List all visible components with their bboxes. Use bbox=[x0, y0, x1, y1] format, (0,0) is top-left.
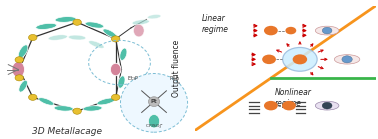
Text: $\mathsf{Et_3P}$: $\mathsf{Et_3P}$ bbox=[127, 74, 139, 83]
Ellipse shape bbox=[12, 61, 25, 78]
Circle shape bbox=[112, 94, 120, 100]
Circle shape bbox=[322, 27, 332, 34]
Circle shape bbox=[285, 27, 296, 34]
Circle shape bbox=[264, 101, 278, 110]
Ellipse shape bbox=[110, 63, 121, 76]
Ellipse shape bbox=[39, 98, 54, 105]
Ellipse shape bbox=[132, 20, 149, 25]
Text: $\mathsf{PEt_3}$: $\mathsf{PEt_3}$ bbox=[169, 74, 181, 83]
Ellipse shape bbox=[48, 35, 67, 40]
Ellipse shape bbox=[103, 29, 117, 38]
Ellipse shape bbox=[133, 24, 144, 37]
Circle shape bbox=[121, 74, 187, 132]
Text: Nonlinear
regime: Nonlinear regime bbox=[274, 88, 311, 108]
Circle shape bbox=[322, 102, 332, 109]
Ellipse shape bbox=[315, 101, 339, 110]
Circle shape bbox=[15, 75, 23, 81]
Ellipse shape bbox=[120, 48, 127, 60]
Ellipse shape bbox=[149, 115, 160, 128]
Circle shape bbox=[73, 19, 81, 25]
Circle shape bbox=[28, 34, 37, 41]
Text: 3D Metallacage: 3D Metallacage bbox=[33, 127, 102, 136]
Circle shape bbox=[283, 48, 317, 71]
Circle shape bbox=[282, 101, 296, 110]
Circle shape bbox=[28, 94, 37, 100]
Circle shape bbox=[262, 55, 276, 64]
Ellipse shape bbox=[335, 55, 360, 64]
Ellipse shape bbox=[89, 41, 104, 48]
Ellipse shape bbox=[118, 76, 125, 88]
Circle shape bbox=[342, 56, 352, 63]
Circle shape bbox=[264, 26, 278, 35]
Text: Linear
regime: Linear regime bbox=[202, 14, 229, 34]
Ellipse shape bbox=[36, 23, 57, 29]
Ellipse shape bbox=[97, 98, 115, 105]
Circle shape bbox=[112, 36, 120, 42]
Circle shape bbox=[293, 54, 307, 64]
Ellipse shape bbox=[68, 35, 86, 40]
Ellipse shape bbox=[19, 80, 28, 92]
Ellipse shape bbox=[315, 26, 339, 35]
Ellipse shape bbox=[54, 106, 73, 111]
Ellipse shape bbox=[55, 17, 76, 22]
Circle shape bbox=[73, 108, 81, 114]
Text: Output fluence: Output fluence bbox=[172, 39, 181, 97]
Circle shape bbox=[15, 57, 23, 63]
Text: $\mathsf{CF_3SO_3^-}$: $\mathsf{CF_3SO_3^-}$ bbox=[145, 123, 163, 131]
Text: Pt: Pt bbox=[151, 99, 157, 104]
Ellipse shape bbox=[147, 15, 161, 19]
Circle shape bbox=[149, 97, 160, 106]
Ellipse shape bbox=[19, 45, 28, 58]
Ellipse shape bbox=[83, 106, 102, 111]
Ellipse shape bbox=[85, 22, 104, 28]
